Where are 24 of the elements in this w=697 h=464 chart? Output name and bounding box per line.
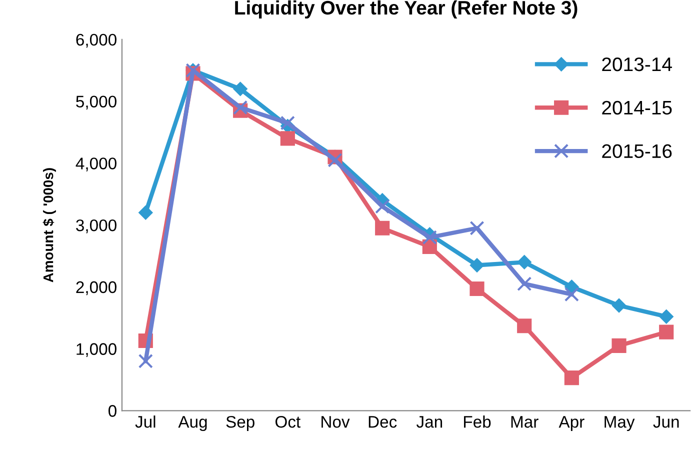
x-tick-label: Feb: [464, 416, 491, 428]
x-tick-label: Apr: [558, 416, 584, 432]
x-tick-label: Dec: [368, 416, 397, 428]
x-tick-label: Mar: [511, 416, 538, 428]
y-axis-title: Amount $ ( '000s): [42, 168, 56, 282]
y-tick-label: 6,000: [76, 34, 116, 48]
y-tick-label: 5,000: [76, 96, 116, 110]
legend-label: 2015-16: [602, 144, 672, 158]
y-tick-label: 3,000: [76, 219, 116, 234]
x-tick-label: Jun: [653, 416, 679, 428]
y-tick-label: 1,000: [76, 343, 116, 357]
y-tick-label: 0: [108, 405, 116, 417]
x-tick-label: May: [604, 416, 635, 432]
x-tick-label: Oct: [275, 416, 300, 428]
legend-label: 2013-14: [602, 57, 672, 72]
y-tick-label: 4,000: [76, 158, 116, 172]
x-tick-label: Nov: [322, 416, 350, 428]
x-tick-label: Jul: [135, 416, 156, 428]
x-tick-label: Jan: [416, 416, 442, 428]
chart-title: Liquidity Over the Year (Refer Note 3): [235, 0, 578, 18]
x-tick-label: Sep: [226, 416, 254, 432]
x-tick-label: Aug: [178, 416, 207, 432]
legend-label: 2014-15: [602, 100, 672, 115]
y-tick-label: 2,000: [76, 281, 116, 296]
